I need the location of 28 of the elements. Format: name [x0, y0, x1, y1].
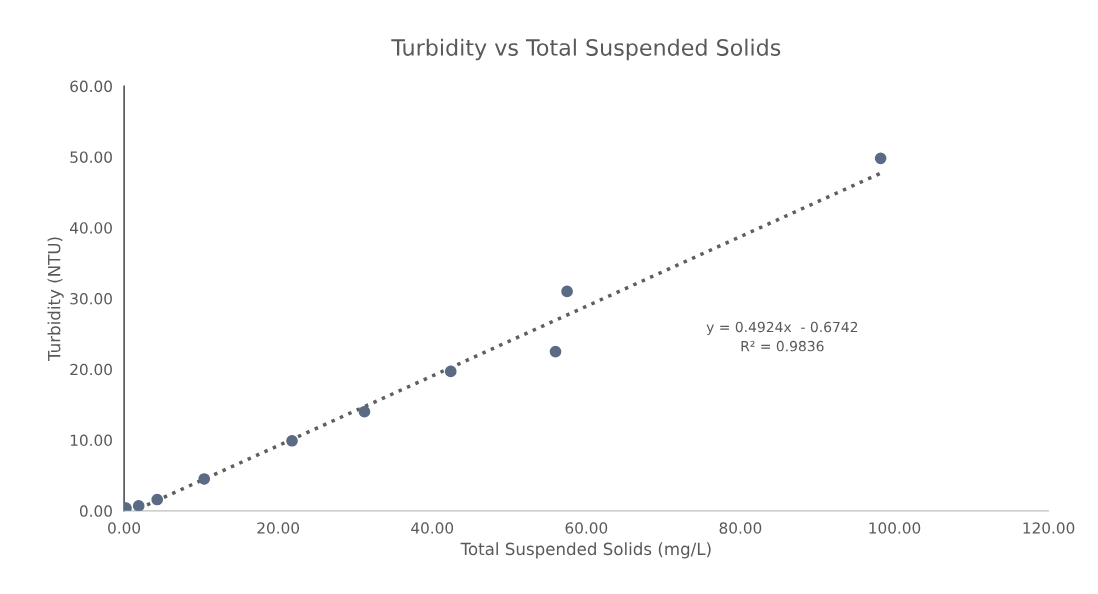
y-tick-label: 20.00: [70, 363, 112, 376]
y-tick-label: 30.00: [70, 292, 112, 305]
x-tick-label: 20.00: [257, 522, 300, 534]
point: [198, 473, 211, 485]
x-axis-title: Total Suspended Solids (mg/L): [460, 542, 711, 559]
x-tick-label: 120.00: [1023, 522, 1075, 534]
y-tick-label: 50.00: [70, 151, 112, 163]
x-tick-label: 80.00: [719, 522, 762, 534]
y-tick-label: 0.00: [79, 505, 112, 517]
point: [561, 285, 573, 298]
point: [444, 365, 457, 378]
x-tick-label: 0.00: [108, 522, 141, 534]
y-tick-label: 40.00: [69, 222, 112, 234]
point: [286, 434, 298, 447]
chart-title: Turbidity vs Total Suspended Solids: [391, 38, 781, 61]
point: [549, 345, 562, 358]
y-tick-label: 60.00: [70, 80, 112, 93]
point: [874, 152, 887, 165]
point: [151, 493, 164, 506]
point: [358, 405, 371, 418]
y-tick-label: 10.00: [70, 434, 112, 447]
x-tick-label: 40.00: [411, 522, 454, 534]
x-tick-label: 100.00: [869, 522, 921, 534]
y-axis-title: Turbidity (NTU): [47, 237, 64, 362]
annotation: R² = 0.9836: [741, 340, 824, 352]
annotation: y = 0.4924x - 0.6742: [706, 321, 858, 335]
point: [132, 500, 145, 511]
x-tick-label: 60.00: [565, 522, 608, 534]
